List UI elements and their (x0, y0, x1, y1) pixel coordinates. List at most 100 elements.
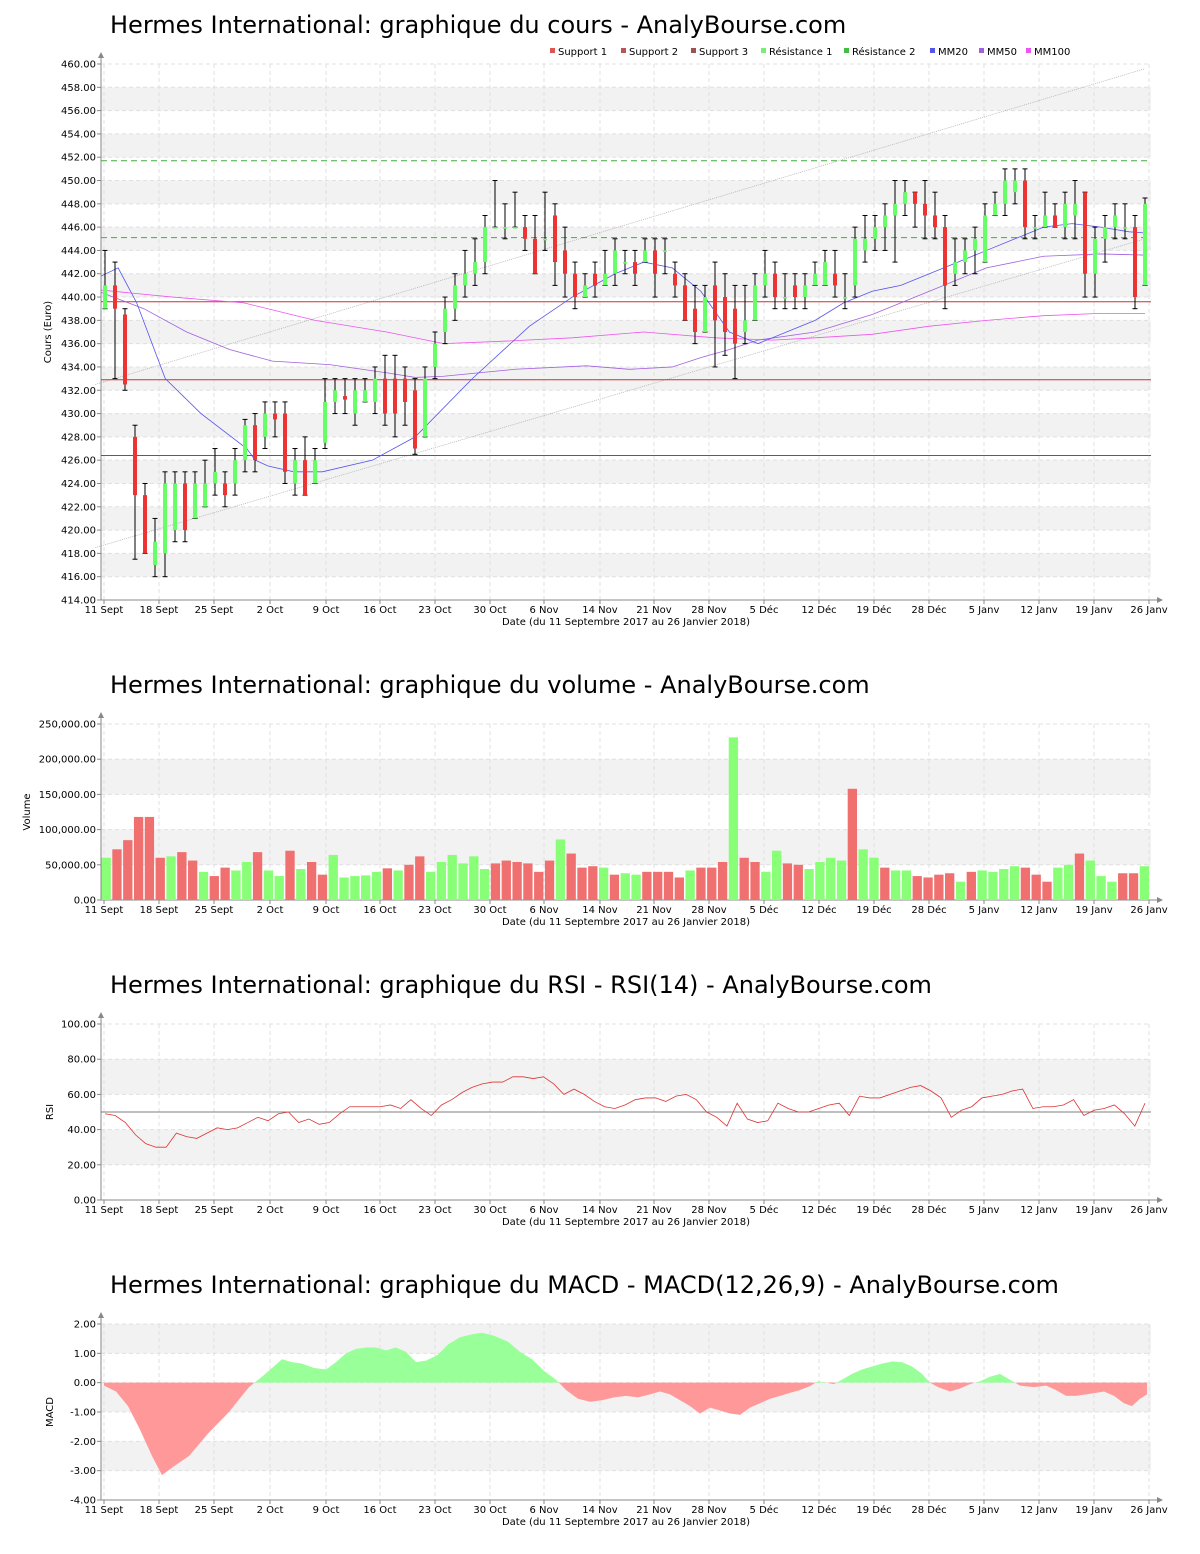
volume-bar (707, 867, 717, 900)
candle-body (643, 250, 647, 263)
trend-channel-upper (95, 68, 1146, 385)
candle-body (533, 238, 537, 274)
candle-body (883, 215, 887, 228)
volume-bar (653, 871, 663, 900)
volume-bar (826, 857, 836, 900)
grid-band (101, 366, 1151, 391)
volume-bar (415, 856, 425, 900)
legend-label: Support 1 (558, 47, 607, 58)
x-tick-label: 16 Oct (363, 1205, 396, 1216)
rsi-line (104, 1076, 1146, 1148)
x-tick-label: 28 Nov (691, 1205, 727, 1216)
y-tick-label: 250,000.00 (39, 720, 96, 731)
x-tick-label: 14 Nov (582, 1505, 618, 1516)
x-tick-label: 19 Janv (1075, 905, 1112, 916)
x-axis-arrow (1157, 597, 1163, 603)
x-tick-label: 2 Oct (257, 905, 284, 916)
x-tick-label: 19 Déc (856, 604, 891, 616)
x-tick-label: 14 Nov (582, 605, 618, 616)
x-tick-label: 19 Déc (856, 904, 891, 916)
y-tick-label: 438.00 (61, 316, 96, 327)
y-tick-label: 200,000.00 (39, 755, 96, 766)
candle-body (483, 227, 487, 263)
x-tick-label: 11 Sept (85, 1205, 124, 1216)
candle-body (123, 314, 127, 385)
y-tick-label: 434.00 (61, 362, 96, 373)
candle-body (1013, 180, 1017, 193)
y-tick-label: 428.00 (61, 432, 96, 443)
candle-body (593, 273, 597, 286)
x-tick-label: 5 Déc (750, 904, 779, 916)
volume-bar (371, 871, 382, 900)
y-tick-label: 2.00 (74, 1320, 96, 1331)
candle-body (243, 425, 247, 461)
grid-band (101, 460, 1151, 484)
volume-bar (350, 876, 360, 900)
x-tick-label: 5 Déc (750, 604, 779, 616)
x-tick-label: 18 Sept (140, 1505, 179, 1516)
macd-chart-title: Hermes International: graphique du MACD … (110, 1271, 1059, 1299)
volume-chart-title: Hermes International: graphique du volum… (110, 671, 870, 699)
candle-body (323, 401, 327, 443)
volume-bar (1107, 881, 1117, 900)
volume-bar (631, 874, 641, 900)
x-tick-label: 6 Nov (529, 1505, 558, 1516)
candle-body (1083, 192, 1087, 274)
candle-body (1103, 227, 1107, 239)
candle-body (663, 250, 667, 252)
y-tick-label: 422.00 (61, 502, 96, 513)
mm100-line (100, 289, 1145, 345)
x-tick-label: 2 Oct (257, 1205, 284, 1216)
volume-bar (955, 881, 966, 900)
candle-body (573, 273, 577, 298)
x-tick-label: 19 Janv (1075, 1205, 1112, 1216)
legend-swatch (844, 48, 849, 53)
volume-bar (285, 850, 295, 900)
y-tick-label: 430.00 (61, 409, 96, 420)
y-tick-label: -2.00 (70, 1437, 96, 1448)
y-axis-label: Cours (Euro) (43, 301, 54, 364)
candle-body (413, 390, 417, 449)
volume-bar (945, 873, 955, 900)
volume-bar (1074, 853, 1085, 900)
legend-label: Support 3 (699, 47, 748, 58)
x-tick-label: 19 Déc (856, 1504, 891, 1516)
x-tick-label: 18 Sept (140, 905, 179, 916)
volume-bar (263, 870, 274, 900)
x-tick-label: 28 Déc (911, 604, 946, 616)
x-tick-label: 21 Nov (636, 1205, 672, 1216)
candle-body (773, 273, 777, 298)
candle-body (813, 273, 817, 286)
candle-body (563, 250, 567, 274)
y-tick-label: 436.00 (61, 339, 96, 350)
mm50-line (100, 253, 1146, 378)
candle-body (503, 227, 507, 229)
volume-bar (598, 867, 609, 900)
candle-body (193, 483, 197, 519)
x-tick-label: 30 Oct (473, 905, 506, 916)
candle-body (493, 227, 497, 229)
candle-body (293, 460, 297, 484)
candle-body (443, 308, 447, 332)
candle-body (693, 308, 697, 332)
volume-bar (966, 871, 976, 900)
x-tick-label: 19 Janv (1075, 1505, 1112, 1516)
legend-swatch (979, 48, 984, 53)
volume-bar (306, 861, 317, 900)
candle-body (133, 436, 137, 496)
y-axis-arrow (98, 1012, 104, 1018)
grid-band (101, 506, 1151, 531)
candle-body (873, 227, 877, 239)
volume-bar (328, 854, 338, 900)
volume-bar (317, 874, 328, 900)
candle-body (703, 297, 707, 332)
grid-band (101, 1324, 1151, 1354)
candle-body (963, 250, 967, 263)
candle-body (853, 238, 857, 286)
grid-band (101, 133, 1151, 158)
candle-body (283, 413, 287, 472)
candle-body (783, 297, 787, 299)
candle-body (183, 483, 187, 531)
y-tick-label: 80.00 (67, 1055, 96, 1066)
rsi-chart-title: Hermes International: graphique du RSI -… (110, 971, 932, 999)
